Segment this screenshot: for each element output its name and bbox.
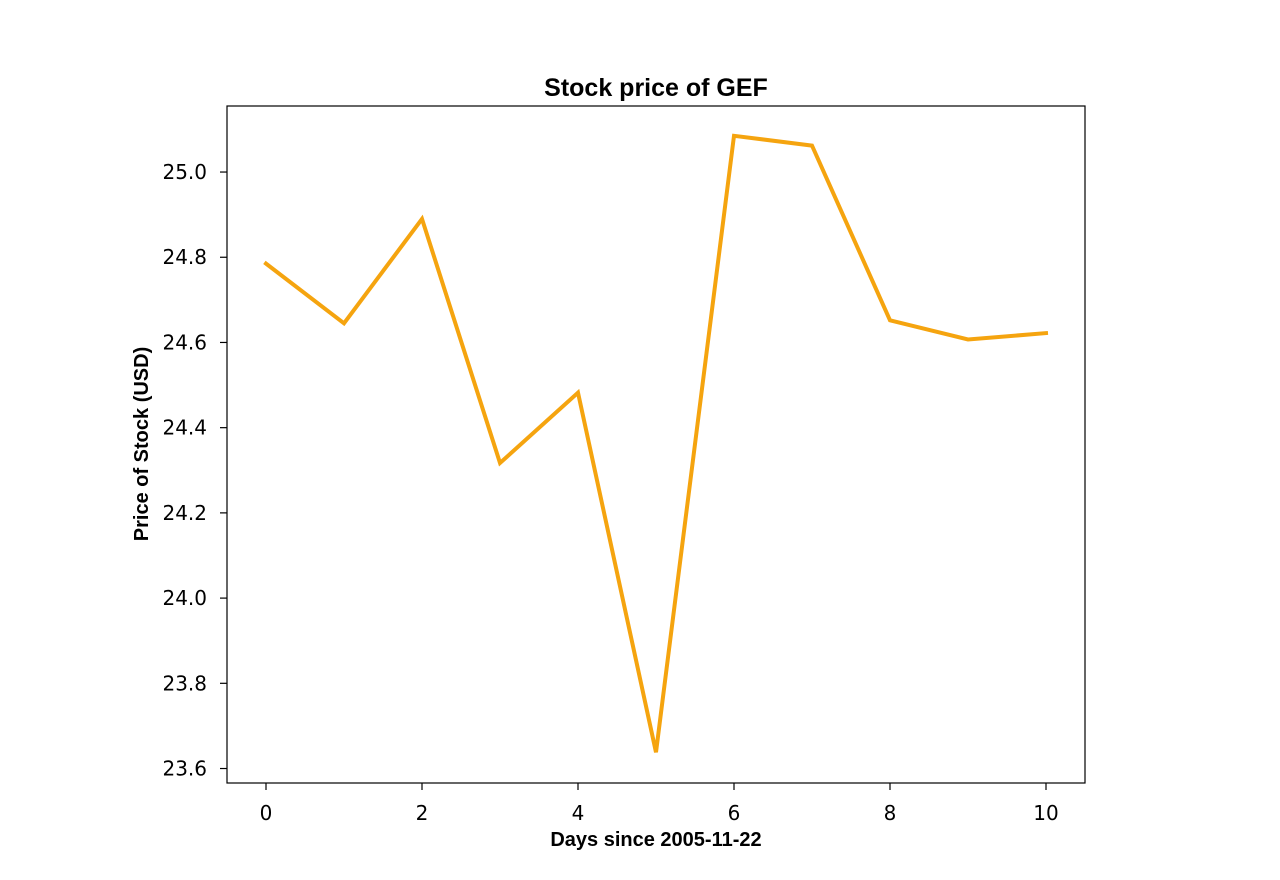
y-tick-label: 24.8 bbox=[162, 245, 207, 269]
series-layer bbox=[263, 133, 1049, 753]
x-tick-label: 0 bbox=[260, 801, 273, 825]
plot-area-frame bbox=[226, 105, 1086, 784]
y-tick-label: 23.6 bbox=[162, 757, 207, 781]
y-axis-label: Price of Stock (USD) bbox=[131, 347, 153, 541]
x-tick-label: 8 bbox=[884, 801, 897, 825]
x-tick-label: 6 bbox=[728, 801, 741, 825]
y-axis: 23.6 23.8 24.0 24.2 24.4 24.6 24.8 25.0 bbox=[162, 160, 227, 781]
x-axis-label: Days since 2005-11-22 bbox=[550, 829, 761, 851]
x-tick-label: 10 bbox=[1033, 801, 1058, 825]
y-tick-label: 24.4 bbox=[162, 416, 207, 440]
chart-title: Stock price of GEF bbox=[544, 74, 768, 102]
x-axis: 0 2 4 6 8 10 bbox=[260, 783, 1059, 825]
y-tick-label: 24.0 bbox=[162, 586, 207, 610]
x-tick-label: 4 bbox=[572, 801, 585, 825]
y-tick-label: 25.0 bbox=[162, 160, 207, 184]
x-tick-label: 2 bbox=[416, 801, 429, 825]
y-tick-label: 24.6 bbox=[162, 330, 207, 354]
y-tick-label: 24.2 bbox=[162, 501, 207, 525]
y-tick-label: 23.8 bbox=[162, 671, 207, 695]
series-line-0 bbox=[263, 133, 1049, 753]
